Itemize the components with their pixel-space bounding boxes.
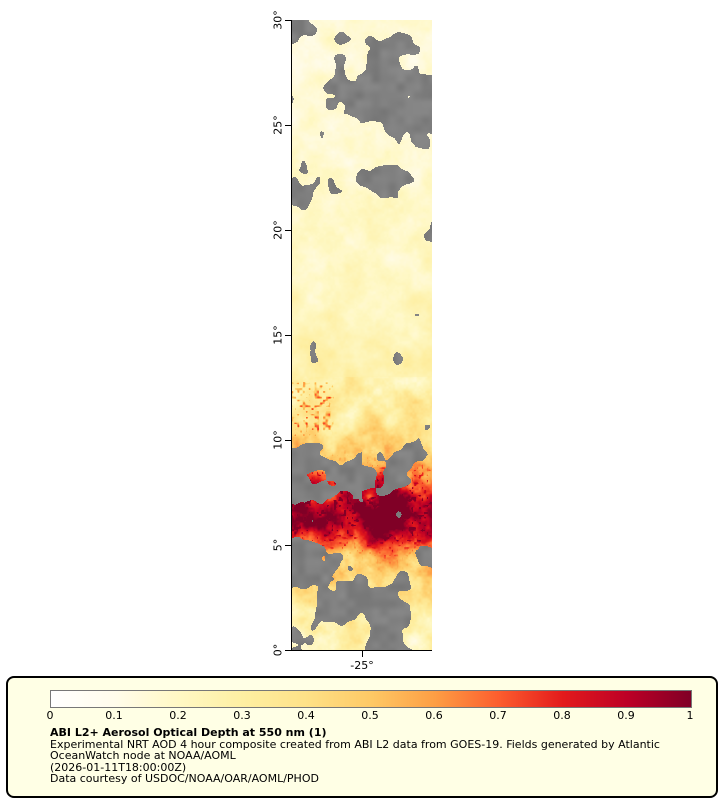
latitude-tick xyxy=(285,124,291,126)
colorbar-tick-label: 0.8 xyxy=(553,709,571,722)
latitude-tick xyxy=(285,19,291,21)
legend-panel: 0 0.1 0.2 0.3 0.4 0.5 0.6 0.7 0.8 0.9 1 ABI L2+ Ae… xyxy=(6,676,718,798)
colorbar-tick-labels: 0 0.1 0.2 0.3 0.4 0.5 0.6 0.7 0.8 0.9 1 xyxy=(46,709,694,722)
legend-credit: Data courtesy of USDOC/NOAA/OAR/AOML/PHO… xyxy=(50,772,319,786)
latitude-tick xyxy=(285,544,291,546)
longitude-tick xyxy=(361,651,363,657)
longitude-axis-line xyxy=(292,650,432,651)
colorbar-tick-label: 1 xyxy=(686,709,694,722)
colorbar-tick-label: 0.7 xyxy=(489,709,507,722)
colorbar-tick-label: 0.6 xyxy=(425,709,443,722)
latitude-tick-label: 30° xyxy=(271,10,285,30)
latitude-tick xyxy=(285,229,291,231)
colorbar-tick-label: 0 xyxy=(46,709,54,722)
colorbar-tick-label: 0.9 xyxy=(617,709,635,722)
colorbar-tick-label: 0.4 xyxy=(297,709,315,722)
latitude-tick xyxy=(285,334,291,336)
latitude-tick xyxy=(285,649,291,651)
aod-map xyxy=(292,20,432,650)
latitude-tick-label: 5° xyxy=(271,538,285,552)
colorbar-tick-label: 0.5 xyxy=(361,709,379,722)
legend-description-line-2: OceanWatch node at NOAA/AOML xyxy=(50,749,236,763)
latitude-tick-label: 20° xyxy=(271,220,285,240)
legend-title: ABI L2+ Aerosol Optical Depth at 550 nm … xyxy=(50,726,327,739)
legend-timestamp: (2026-01-11T18:00:00Z) xyxy=(50,760,187,774)
legend-description-line-1: Experimental NRT AOD 4 hour composite cr… xyxy=(50,737,660,751)
longitude-tick-label: -25° xyxy=(350,659,374,672)
colorbar xyxy=(50,690,692,708)
latitude-tick xyxy=(285,439,291,441)
colorbar-tick-label: 0.2 xyxy=(169,709,187,722)
latitude-tick-label: 15° xyxy=(271,325,285,345)
latitude-axis-line xyxy=(291,20,292,651)
latitude-tick-label: 25° xyxy=(271,115,285,135)
colorbar-tick-label: 0.3 xyxy=(233,709,251,722)
legend-text: ABI L2+ Aerosol Optical Depth at 550 nm … xyxy=(50,727,706,785)
colorbar-tick-label: 0.1 xyxy=(105,709,123,722)
latitude-tick-label: 10° xyxy=(271,430,285,450)
latitude-tick-label: 0° xyxy=(271,643,285,657)
